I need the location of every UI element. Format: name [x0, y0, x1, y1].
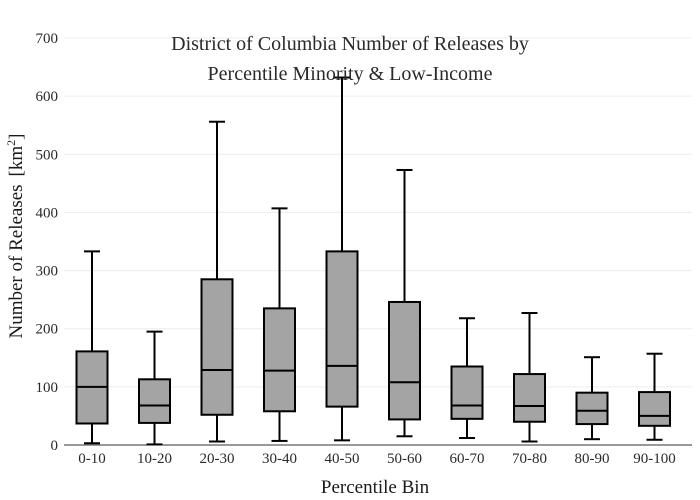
x-tick-label: 90-100: [633, 451, 676, 467]
iqr-box: [638, 391, 671, 427]
iqr-box: [263, 307, 296, 413]
iqr-box: [388, 300, 421, 421]
x-axis-title: Percentile Bin: [321, 477, 430, 498]
y-axis-title: Number of Releases [km2]: [4, 134, 27, 339]
box-40-50: [325, 76, 359, 442]
y-axis-unit-close: ]: [6, 134, 27, 140]
y-axis-unit-open: [km: [6, 146, 27, 177]
iqr-box: [450, 365, 484, 420]
box-30-40: [263, 207, 296, 442]
y-tick-label: 400: [36, 205, 59, 221]
box-series: [75, 76, 671, 446]
grid-lines: [64, 37, 692, 388]
x-tick-label: 0-10: [78, 451, 106, 467]
box-50-60: [388, 168, 421, 438]
iqr-box: [138, 378, 171, 424]
y-tick-label: 700: [36, 31, 59, 47]
y-axis-title-text: Number of Releases: [6, 184, 27, 338]
x-tick-label: 20-30: [200, 451, 235, 467]
y-tick-label: 200: [36, 322, 59, 338]
y-tick-label: 300: [36, 264, 59, 280]
box-0-10: [75, 250, 109, 445]
x-tick-label: 80-90: [575, 451, 610, 467]
x-tick-label: 70-80: [512, 451, 547, 467]
iqr-box: [325, 250, 359, 408]
iqr-box: [513, 373, 546, 423]
x-tick-label: 50-60: [387, 451, 422, 467]
y-tick-label: 100: [36, 380, 59, 396]
box-70-80: [513, 312, 546, 443]
y-tick-label: 0: [51, 438, 59, 454]
x-tick-label: 10-20: [137, 451, 172, 467]
box-80-90: [575, 356, 609, 441]
x-tick-labels: 0-10 10-20 20-30 30-40 40-50 50-60 60-70 70-80 8…: [78, 451, 676, 467]
box-90-100: [638, 352, 671, 441]
y-tick-label: 500: [36, 147, 59, 163]
iqr-box: [200, 278, 234, 416]
x-tick-label: 60-70: [450, 451, 485, 467]
chart-title-line-2: Percentile Minority & Low-Income: [208, 63, 493, 85]
box-60-70: [450, 317, 484, 440]
chart-title-line-1: District of Columbia Number of Releases …: [171, 33, 529, 55]
y-tick-labels: 0 100 200 300 400 500 600 700: [36, 31, 59, 454]
box-10-20: [138, 330, 171, 446]
iqr-box: [575, 391, 609, 426]
y-axis-unit-sup: 2: [4, 140, 18, 146]
y-tick-label: 600: [36, 89, 59, 105]
box-20-30: [200, 120, 234, 443]
x-tick-label: 40-50: [325, 451, 360, 467]
x-tick-label: 30-40: [262, 451, 297, 467]
